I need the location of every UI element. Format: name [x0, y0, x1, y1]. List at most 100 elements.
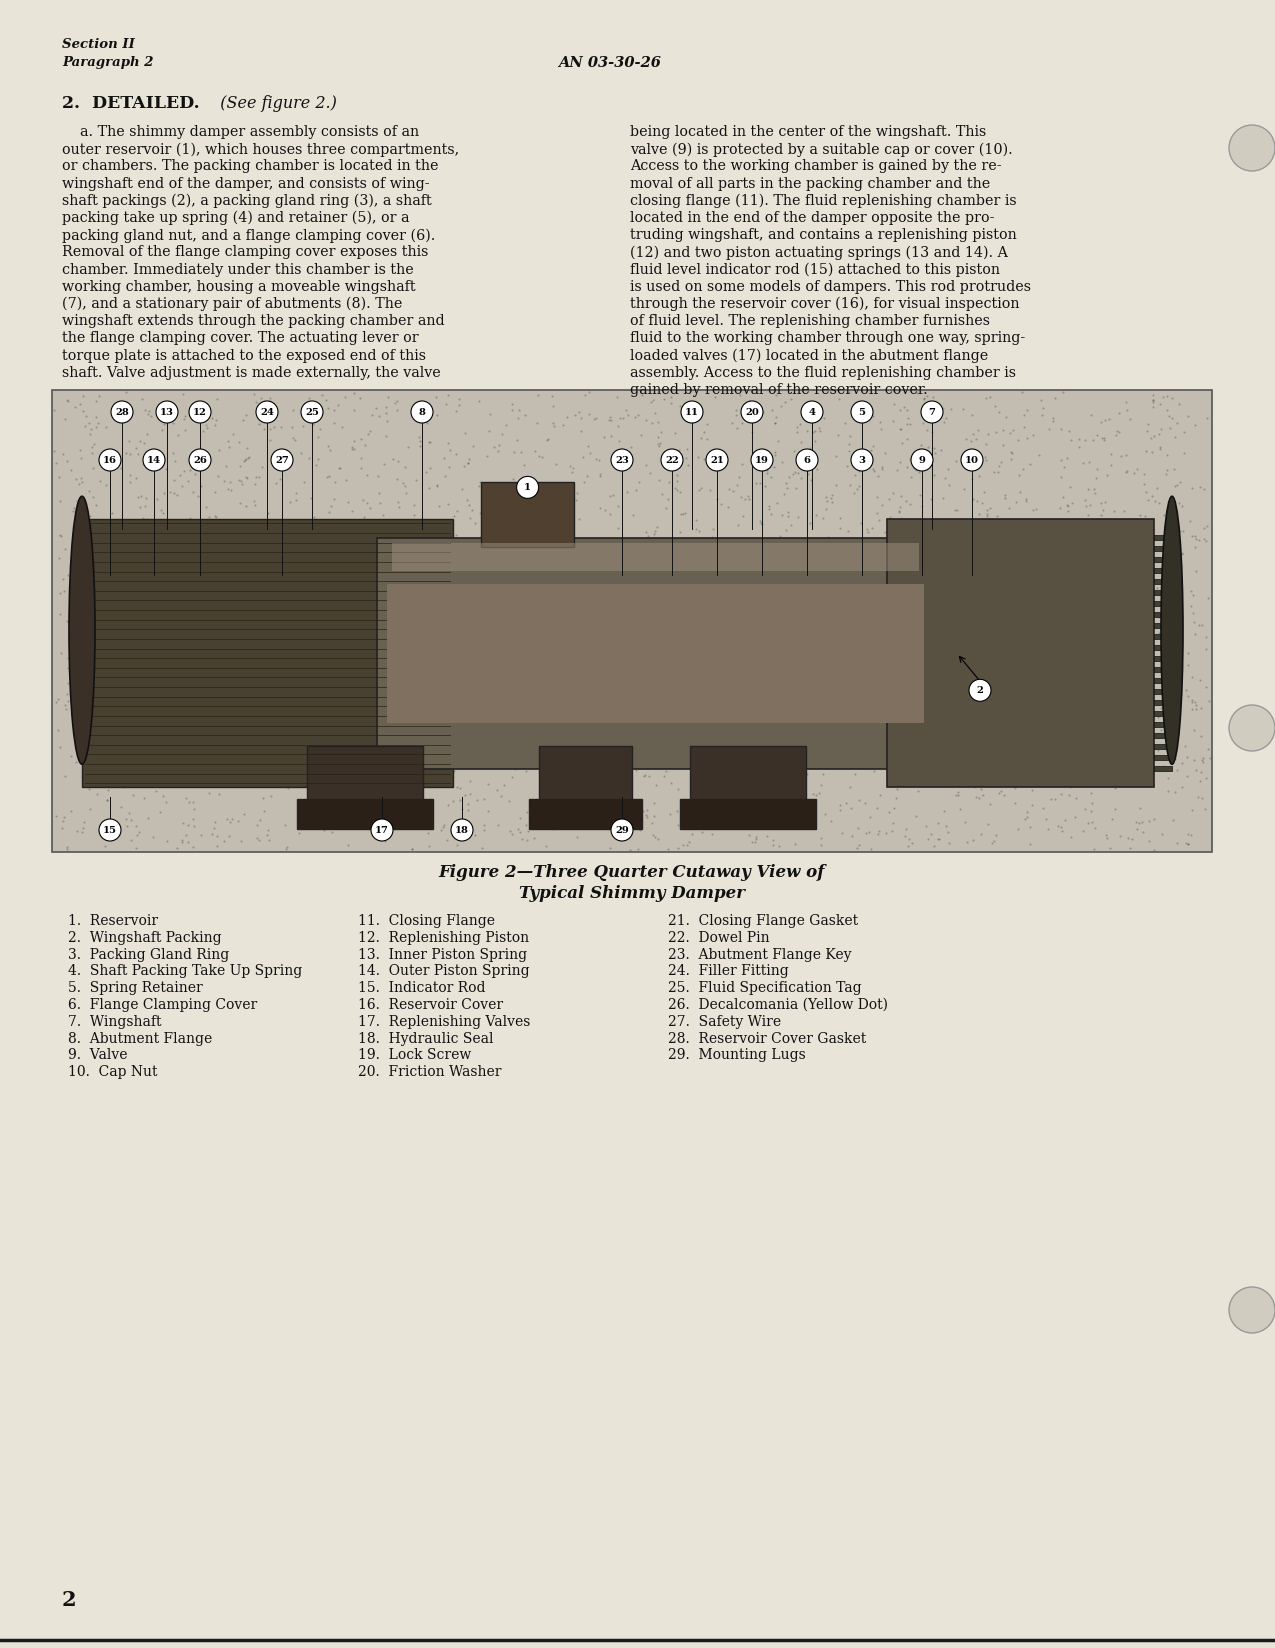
Point	[881, 742, 901, 768]
Point	[1076, 493, 1096, 519]
Point	[715, 806, 736, 832]
Point	[1056, 491, 1076, 517]
Point	[913, 410, 933, 437]
Point	[445, 567, 465, 593]
Point	[784, 460, 805, 486]
Point	[1116, 751, 1136, 778]
Point	[252, 555, 273, 582]
Point	[553, 496, 574, 522]
Point	[1182, 687, 1202, 714]
Point	[275, 514, 296, 541]
Point	[705, 600, 725, 626]
Point	[254, 417, 274, 443]
Point	[1070, 425, 1090, 452]
Point	[780, 513, 801, 539]
Point	[648, 430, 668, 456]
Point	[149, 582, 170, 608]
Point	[385, 391, 405, 417]
Point	[729, 654, 750, 681]
Text: (7), and a stationary pair of abutments (8). The: (7), and a stationary pair of abutments …	[62, 297, 403, 311]
Point	[128, 506, 148, 532]
Point	[849, 577, 870, 603]
Point	[861, 653, 881, 679]
Point	[539, 687, 560, 714]
Point	[671, 748, 691, 775]
Point	[1054, 661, 1075, 687]
Point	[1190, 473, 1210, 499]
Point	[894, 687, 914, 714]
Point	[997, 536, 1017, 562]
Point	[110, 753, 130, 780]
Point	[603, 481, 623, 508]
Point	[111, 679, 131, 705]
Point	[815, 801, 835, 827]
Point	[909, 450, 929, 476]
Point	[774, 481, 794, 508]
Point	[303, 697, 324, 723]
Point	[830, 796, 850, 822]
Point	[444, 503, 464, 529]
Point	[340, 509, 361, 536]
Text: wingshaft end of the damper, and consists of wing-: wingshaft end of the damper, and consist…	[62, 176, 430, 191]
Point	[528, 804, 548, 831]
Point	[1084, 643, 1104, 669]
Point	[103, 631, 124, 658]
Point	[616, 397, 636, 424]
Point	[1011, 379, 1031, 405]
Point	[1016, 486, 1037, 513]
Point	[164, 646, 185, 672]
Point	[933, 593, 954, 620]
Point	[585, 695, 606, 722]
Bar	[1154, 578, 1172, 583]
Point	[193, 610, 213, 636]
Point	[75, 414, 96, 440]
Point	[488, 438, 509, 465]
Point	[430, 577, 450, 603]
Text: shaft. Valve adjustment is made externally, the valve: shaft. Valve adjustment is made external…	[62, 366, 441, 379]
Point	[224, 747, 245, 773]
Point	[669, 519, 690, 545]
Point	[502, 465, 523, 491]
Point	[1145, 488, 1165, 514]
Point	[414, 722, 435, 748]
Point	[394, 473, 414, 499]
Point	[219, 468, 240, 494]
Point	[1151, 695, 1172, 722]
Point	[868, 817, 889, 844]
Point	[488, 511, 509, 537]
Point	[538, 770, 558, 796]
Point	[620, 837, 640, 864]
Point	[1033, 794, 1053, 821]
Point	[964, 742, 984, 768]
Point	[1142, 483, 1163, 509]
Point	[1003, 689, 1024, 715]
Point	[133, 750, 153, 776]
Point	[126, 575, 147, 602]
Point	[301, 756, 321, 783]
Point	[759, 493, 779, 519]
Point	[57, 644, 78, 671]
Point	[1074, 699, 1094, 725]
Point	[47, 717, 68, 743]
Point	[705, 598, 725, 625]
Point	[546, 766, 566, 793]
Point	[697, 427, 718, 453]
Point	[321, 529, 342, 555]
Point	[502, 608, 523, 634]
Point	[806, 570, 826, 597]
Point	[788, 460, 808, 486]
Point	[768, 489, 788, 516]
Point	[671, 747, 691, 773]
Point	[393, 753, 413, 780]
Point	[1075, 427, 1095, 453]
Point	[875, 519, 895, 545]
Point	[1167, 471, 1187, 498]
Point	[924, 832, 945, 859]
Point	[646, 646, 667, 672]
Text: 5.  Spring Retainer: 5. Spring Retainer	[68, 981, 203, 995]
Point	[876, 679, 896, 705]
Point	[975, 743, 996, 770]
Point	[65, 394, 85, 420]
Point	[787, 414, 807, 440]
Point	[306, 639, 326, 666]
